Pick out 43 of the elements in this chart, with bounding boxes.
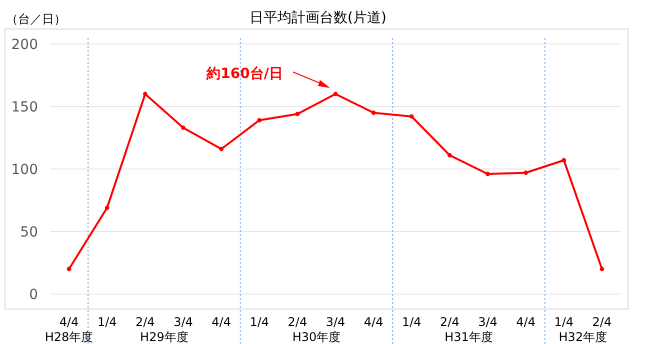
- point: [600, 266, 604, 272]
- text: H28年度: [44, 330, 94, 344]
- point: [371, 110, 376, 115]
- point: [104, 206, 110, 210]
- x-tick-label: 1/4: [402, 315, 422, 329]
- x-tick-label: 2/4: [288, 315, 308, 329]
- y-axis-title: （台／日）: [6, 12, 66, 26]
- y-tick-label: 0: [29, 287, 38, 303]
- x-tick-label: 2/4: [592, 315, 612, 329]
- text: H30年度: [292, 330, 341, 344]
- annotation: 約160台/日: [206, 66, 283, 82]
- text: H32年度: [558, 330, 608, 344]
- y-tick-label: 150: [11, 100, 38, 116]
- point: [486, 172, 490, 176]
- point: [257, 118, 262, 122]
- x-tick-label: 3/4: [326, 315, 346, 329]
- y-tick-label: 200: [11, 37, 38, 53]
- x-tick-label: 4/4: [212, 315, 231, 329]
- point: [219, 146, 224, 152]
- x-tick-label: 1/4: [250, 315, 270, 329]
- point: [562, 158, 566, 162]
- point: [524, 170, 528, 175]
- point: [66, 266, 72, 272]
- text: H31年度: [444, 330, 493, 344]
- y-tick-label: 100: [11, 162, 38, 178]
- x-tick-label: 4/4: [59, 315, 79, 329]
- point: [181, 126, 186, 130]
- x-tick-label: 3/4: [174, 315, 193, 329]
- x-tick-label: 2/4: [440, 315, 460, 329]
- x-tick-label: 1/4: [554, 315, 574, 329]
- chart-title: 日平均計画台数(片道): [250, 10, 386, 26]
- x-tick-label: 4/4: [516, 315, 536, 329]
- point: [142, 92, 148, 96]
- x-tick-label: 4/4: [364, 315, 384, 329]
- text: H29年度: [140, 330, 188, 344]
- x-tick-label: 1/4: [97, 315, 117, 329]
- x-tick-label: 2/4: [136, 315, 155, 329]
- x-tick-label: 3/4: [478, 315, 498, 329]
- point: [409, 114, 414, 119]
- point: [448, 153, 452, 158]
- point: [295, 112, 300, 116]
- y-tick-label: 50: [20, 224, 38, 240]
- point: [333, 92, 338, 96]
